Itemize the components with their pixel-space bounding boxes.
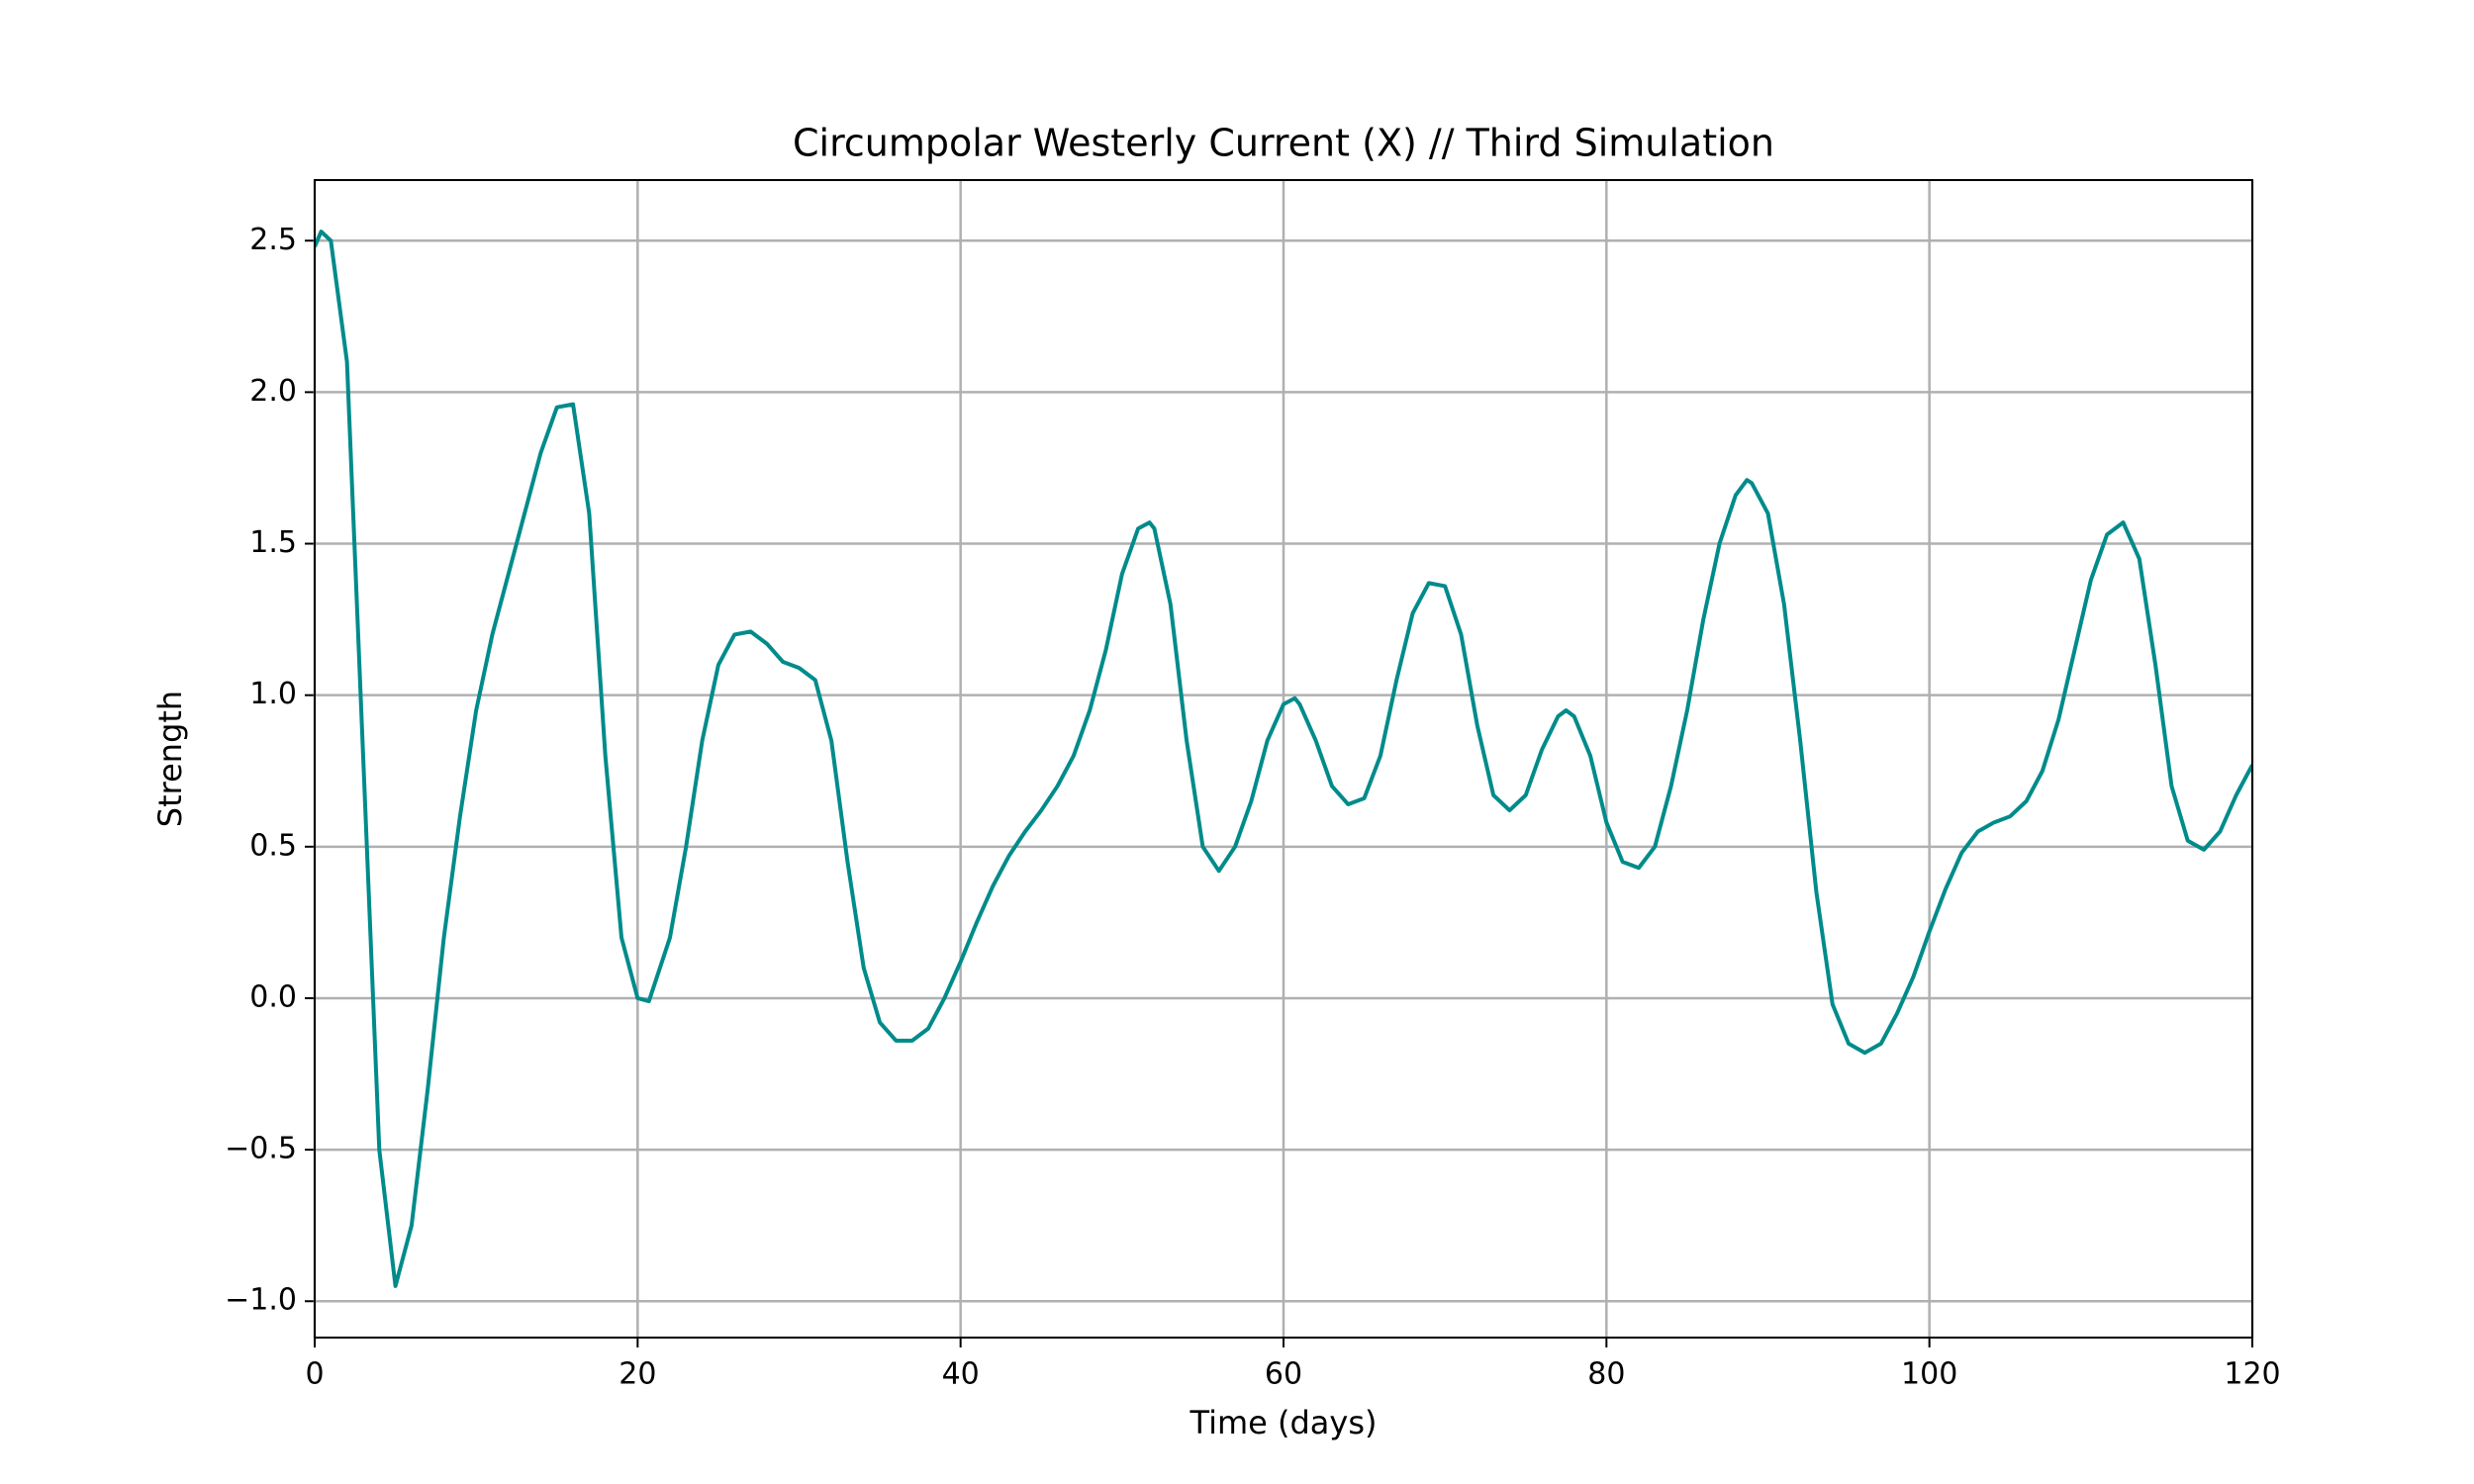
y-axis-label: Strength: [151, 691, 189, 827]
x-tick-label: 40: [942, 1357, 980, 1392]
x-tick-label: 120: [2224, 1357, 2280, 1392]
y-tick-label: 2.0: [249, 374, 297, 409]
x-tick-label: 20: [618, 1357, 656, 1392]
x-tick-label: 80: [1587, 1357, 1625, 1392]
y-tick-label: 2.5: [249, 223, 297, 257]
x-axis-label: Time (days): [1189, 1404, 1378, 1441]
x-tick-label: 0: [305, 1357, 324, 1392]
y-tick-label: 1.0: [249, 677, 297, 711]
data-line: [315, 230, 2252, 1288]
y-tick-label: 0.5: [249, 828, 297, 863]
y-tick-label: −0.5: [225, 1132, 297, 1166]
x-tick-label: 60: [1265, 1357, 1302, 1392]
plot-frame: [314, 179, 2253, 1339]
y-tick-label: 0.0: [249, 979, 297, 1014]
x-tick-label: 100: [1901, 1357, 1957, 1392]
chart-title: Circumpolar Westerly Current (X) // Thir…: [793, 122, 1774, 165]
y-tick-label: −1.0: [225, 1283, 297, 1318]
y-tick-label: 1.5: [249, 525, 297, 560]
